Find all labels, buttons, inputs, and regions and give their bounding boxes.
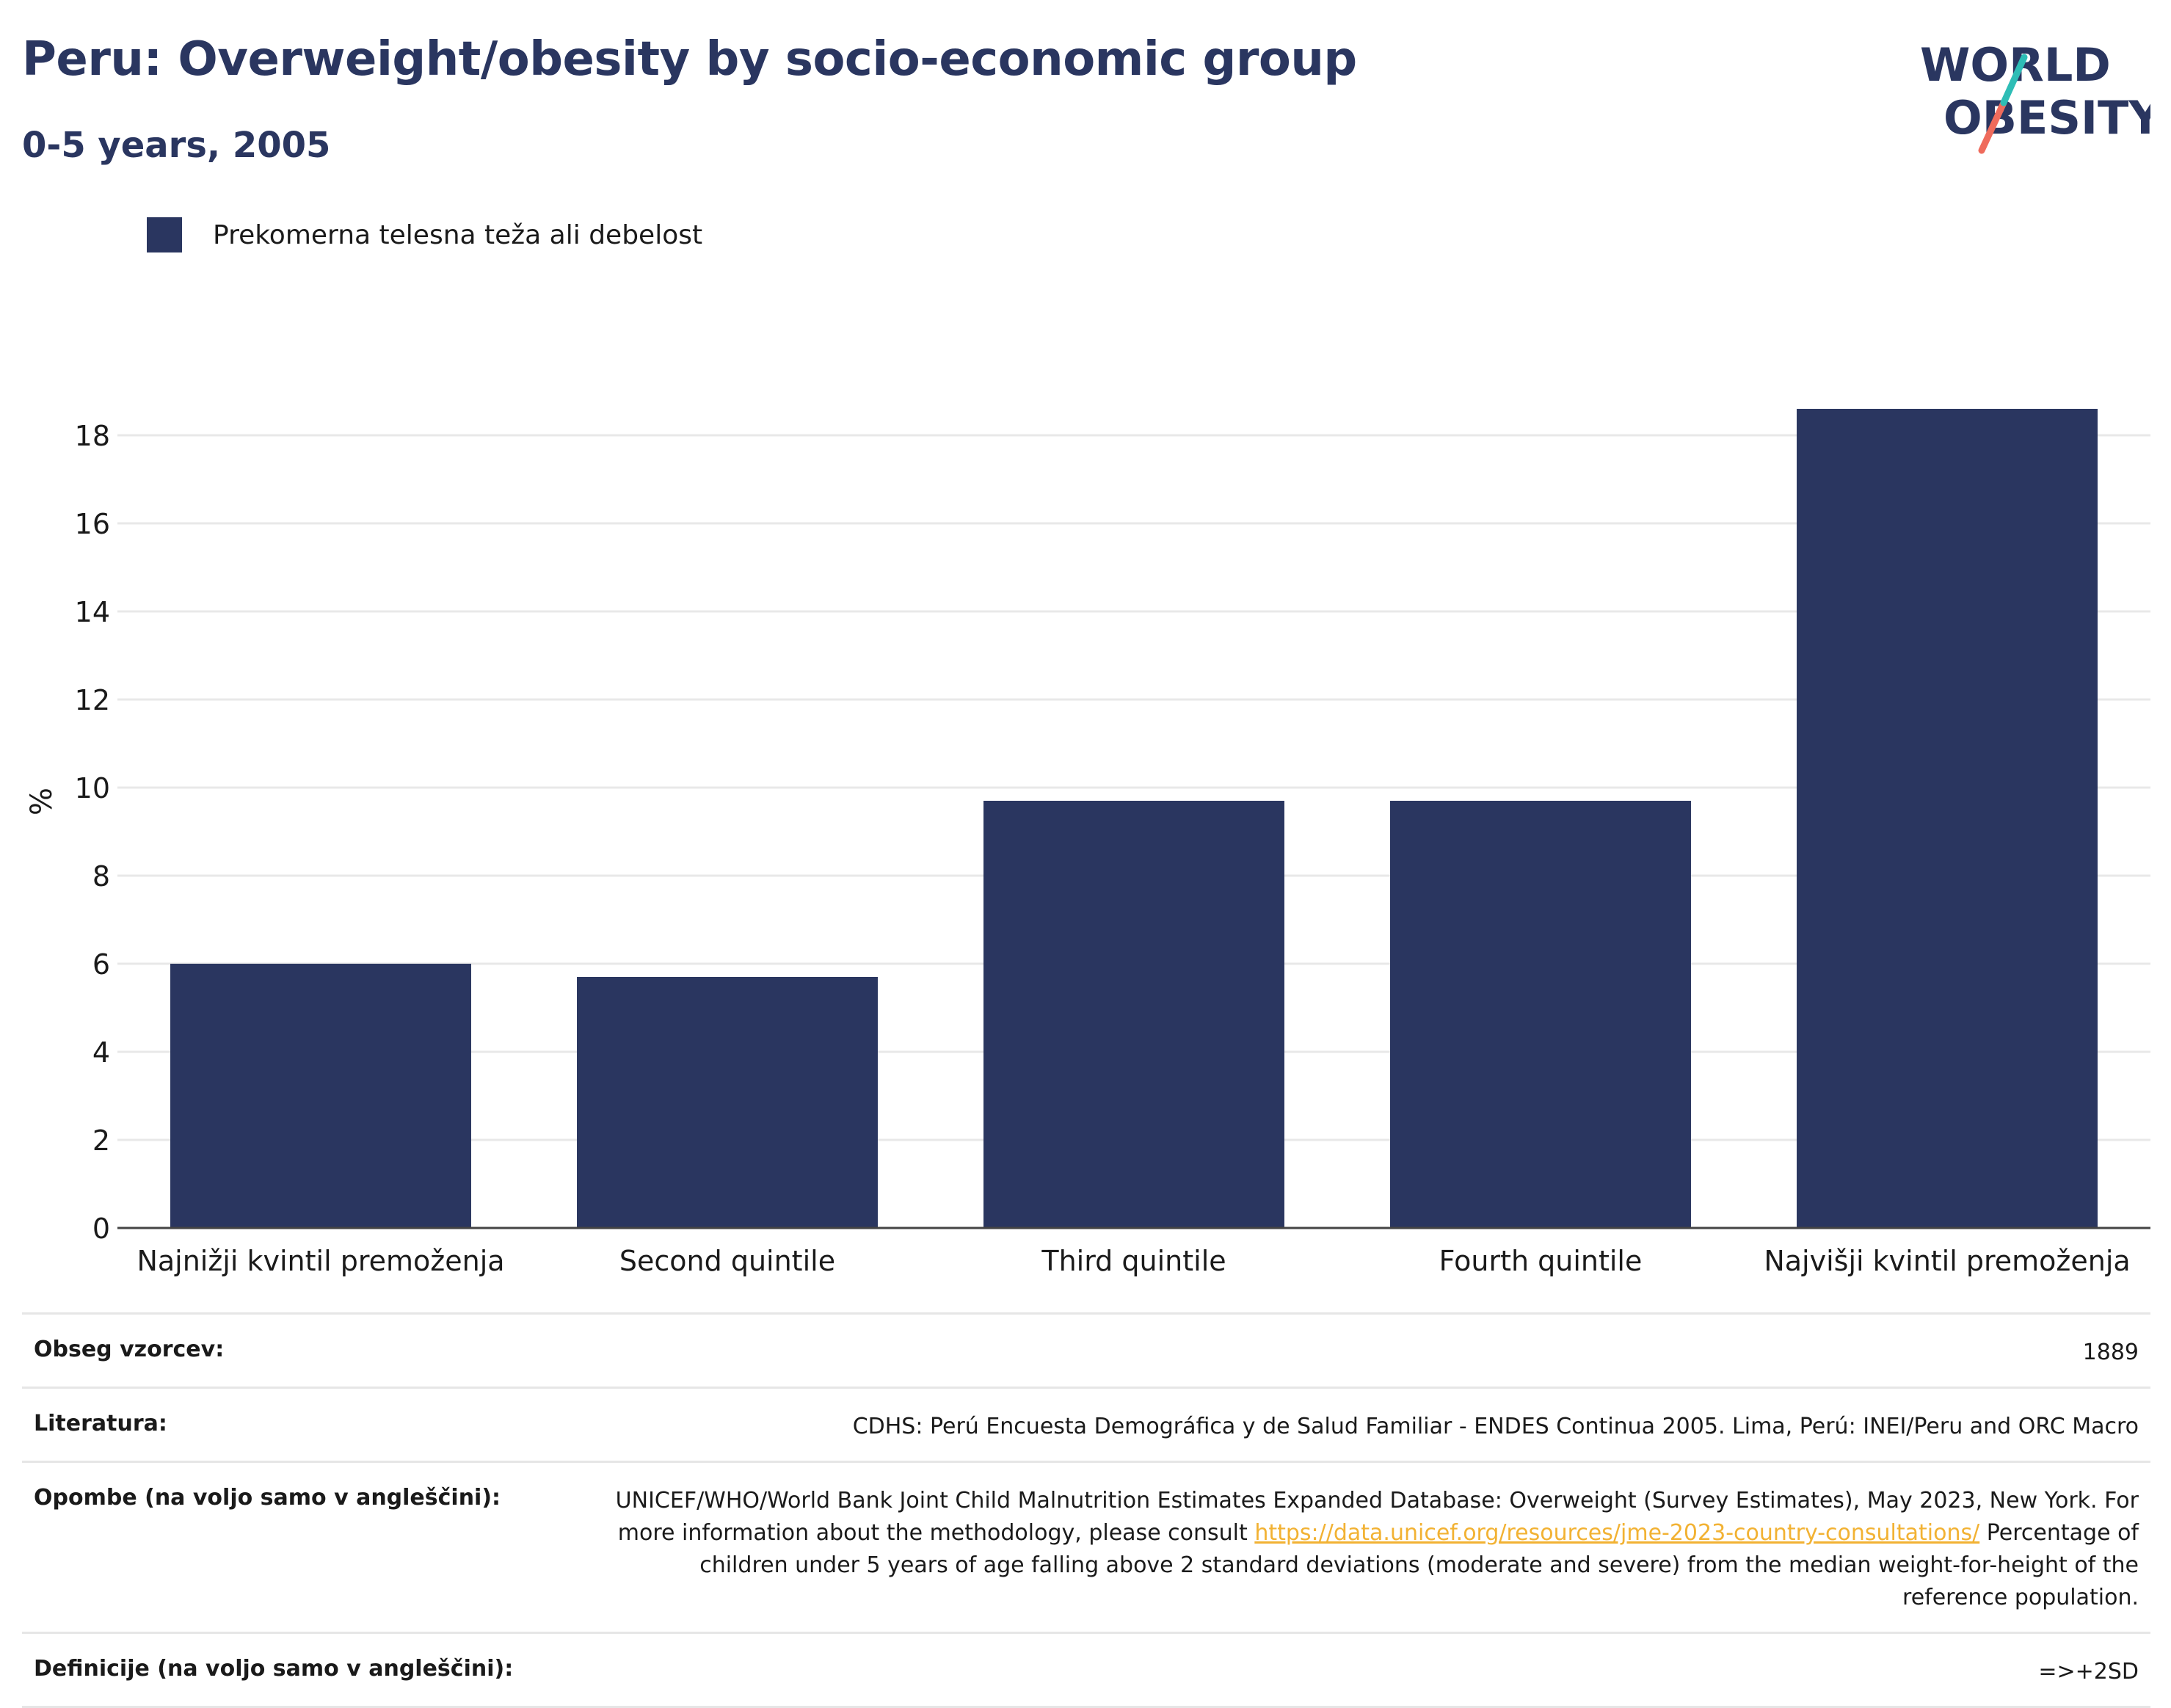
bar[interactable] [170,964,471,1228]
y-tick-label: 14 [75,596,110,628]
y-tick-labels: 0 2 4 6 8 10 12 14 16 18 [75,420,110,1245]
page-title: Peru: Overweight/obesity by socio-econom… [22,32,1357,87]
bar[interactable] [1390,801,1691,1228]
notes-text-before: UNICEF/WHO/World Bank Joint Child Malnut… [615,1488,2139,1546]
y-tick-label: 16 [75,508,110,540]
y-tick-label: 8 [92,860,110,893]
meta-label-notes: Opombe (na voljo samo v angleščini): [34,1485,501,1511]
metadata-table: Obseg vzorcev: 1889 Literatura: CDHS: Pe… [22,1312,2150,1708]
y-tick-label: 6 [92,948,110,981]
x-tick-label: Najnižji kvintil premoženja [137,1245,504,1277]
meta-value-notes: UNICEF/WHO/World Bank Joint Child Malnut… [592,1485,2139,1614]
world-obesity-logo: WORLD OBESITY [1920,38,2150,154]
x-tick-labels: Najnižji kvintil premoženja Second quinti… [137,1245,2130,1277]
y-tick-label: 2 [92,1124,110,1157]
bar-chart: 0 2 4 6 8 10 12 14 16 18 Najnižji kvintil premože… [25,409,2150,1277]
meta-row-literature: Literatura: CDHS: Perú Encuesta Demográf… [22,1387,2150,1461]
x-tick-label: Fourth quintile [1439,1245,1643,1277]
legend-label: Prekomerna telesna teža ali debelost [213,219,703,250]
meta-value-sample: 1889 [2082,1340,2139,1365]
x-tick-label: Najvišji kvintil premoženja [1764,1245,2130,1277]
page-subtitle: 0-5 years, 2005 [22,125,331,166]
bar[interactable] [1797,409,2098,1228]
bar[interactable] [577,977,878,1228]
y-tick-label: 0 [92,1213,110,1245]
meta-row-sample: Obseg vzorcev: 1889 [22,1312,2150,1387]
y-tick-label: 10 [75,772,110,804]
meta-row-notes: Opombe (na voljo samo v angleščini): UNI… [22,1461,2150,1632]
meta-label-sample: Obseg vzorcev: [34,1337,225,1362]
y-tick-label: 4 [92,1036,110,1069]
y-tick-label: 18 [75,420,110,452]
meta-value-literature: CDHS: Perú Encuesta Demográfica y de Sal… [852,1414,2139,1439]
logo-line2: OBESITY [1943,91,2150,145]
y-axis-label: % [25,788,59,815]
x-tick-label: Second quintile [619,1245,835,1277]
x-tick-label: Third quintile [1041,1245,1226,1277]
meta-label-definitions: Definicije (na voljo samo v angleščini): [34,1656,514,1682]
meta-row-definitions: Definicije (na voljo samo v angleščini):… [22,1632,2150,1708]
notes-text-after: Percentage of children under 5 years of … [699,1520,2139,1610]
legend-swatch [147,217,182,252]
meta-value-definitions: =>+2SD [2038,1659,2139,1685]
bar[interactable] [983,801,1284,1228]
methodology-link[interactable]: https://data.unicef.org/resources/jme-20… [1254,1520,1980,1546]
legend: Prekomerna telesna teža ali debelost [147,217,702,252]
meta-label-literature: Literatura: [34,1411,167,1436]
bars [170,409,2098,1228]
y-tick-label: 12 [75,684,110,716]
